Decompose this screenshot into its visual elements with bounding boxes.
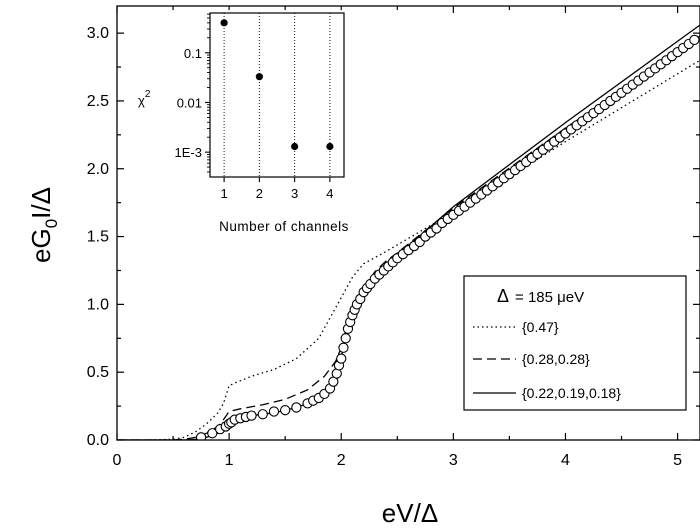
inset-y-tick-label: 0.01 [177,95,202,110]
data-point-circle [338,342,349,353]
data-point-circle [340,333,351,344]
legend-entry-1: {0.47} [522,319,559,335]
x-tick-label: 2 [337,452,346,469]
inset-frame [209,12,345,178]
x-tick-label: 5 [673,452,682,469]
inset-y-axis-title-sup: 2 [145,89,151,100]
x-tick-label: 1 [225,452,234,469]
data-point-circle [291,402,302,413]
x-axis-title: eV/Δ [382,498,438,528]
legend-title-symbol: Δ [497,286,509,306]
inset-content: 1 2 3 4 0.1 0.01 1E-3 [175,13,334,201]
main-plot: 0 1 2 3 4 50.00.51.01.52.02.53.0 eV/Δ eG0I/Δ [26,5,700,528]
inset-x-tick-label: 3 [291,186,298,201]
y-tick-label: 0.0 [87,432,109,449]
inset-data-point [291,142,299,151]
data-point-circle [207,428,218,439]
inset-y-tick-label: 1E-3 [175,145,202,160]
data-point-circle [336,353,347,364]
y-tick-label: 1.5 [87,229,109,246]
series-line-dotted [117,59,700,440]
data-point-circle [268,406,280,417]
data-point-circle [195,432,207,440]
y-tick-label: 0.5 [87,364,109,381]
main-ticks [116,6,700,441]
data-point-circle [246,410,257,421]
inset-background [186,10,344,190]
inset-x-tick-label: 2 [256,186,263,201]
y-tick-label: 2.0 [87,161,109,178]
main-tick-labels: 0 1 2 3 4 5 0.0 0.5 1.0 1.5 2.0 2.5 3.0 [87,25,682,469]
y-tick-label: 1.0 [87,296,109,313]
legend-title: Δ = 185 μeV [497,286,584,306]
inset-x-tick-label: 4 [326,186,333,201]
inset-data-point [255,73,263,81]
legend: Δ = 185 μeV {0.47} {0.28,0.28} {0.22,0.19… [463,275,687,411]
legend-box [463,275,687,411]
main-series-group [117,24,700,440]
main-plot-frame [116,5,700,441]
inset-data-point [326,142,334,151]
x-tick-label: 0 [113,452,122,469]
inset-y-axis-title-main: χ [138,93,145,108]
data-point-circle [280,405,291,416]
inset-x-tick-label: 1 [220,186,227,201]
data-point-circle [689,34,700,46]
legend-title-text: = 185 μeV [515,289,584,306]
y-axis-title-sub: 0 [42,219,61,228]
x-tick-label: 3 [449,452,458,469]
y-axis-title-rest: I/Δ [26,187,56,219]
data-point-circle [257,409,268,420]
series-line-dashed [117,35,700,440]
legend-entry-3: {0.22,0.19,0.18} [522,385,621,401]
y-tick-label: 2.5 [87,93,109,110]
y-axis-title-main: eG [26,228,56,263]
inset-y-tick-label: 0.1 [184,46,202,61]
y-axis-title: eG0I/Δ [26,187,61,263]
y-tick-label: 3.0 [87,25,109,42]
x-tick-label: 4 [561,452,570,469]
inset-y-axis-title: χ2 [138,89,151,108]
inset-x-axis-title: Number of channels [219,219,349,234]
inset-data-point [220,19,228,27]
legend-entry-2: {0.28,0.28} [522,351,590,367]
